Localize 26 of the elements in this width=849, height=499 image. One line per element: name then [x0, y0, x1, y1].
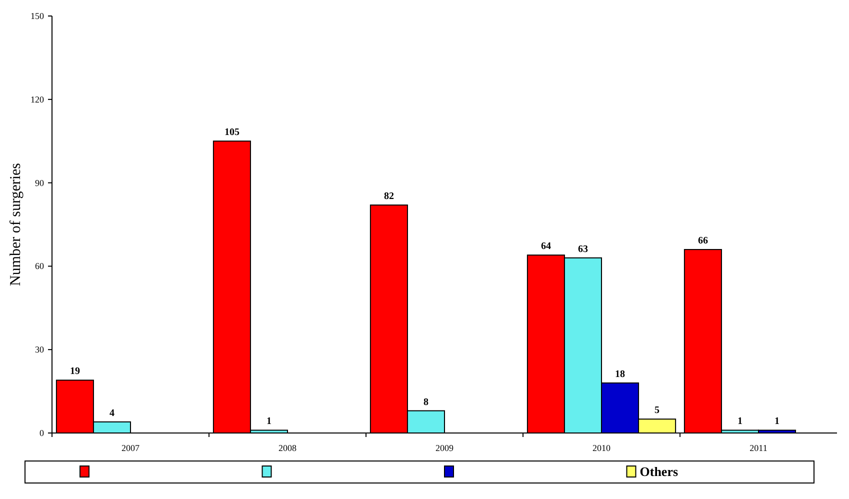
x-tick-label: 2010 [592, 443, 611, 453]
data-label: 8 [423, 396, 428, 408]
data-label: 105 [224, 127, 240, 138]
data-label: 5 [654, 405, 660, 416]
data-label: 64 [540, 241, 551, 252]
y-axis-title: Number of surgeries [8, 162, 24, 286]
data-label: 1 [737, 416, 742, 428]
x-tick-label: 2008 [278, 443, 297, 453]
data-label: 66 [698, 236, 708, 247]
data-label: 63 [578, 244, 588, 255]
y-tick-label: 60 [35, 261, 44, 272]
data-label: 1 [774, 416, 780, 428]
x-tick-label: 2011 [750, 443, 768, 453]
x-tick-label: 2009 [436, 443, 454, 453]
data-label: 1 [266, 416, 272, 428]
y-tick-label: 150 [30, 11, 44, 21]
y-tick-label: 120 [30, 94, 44, 104]
y-tick-label: 30 [35, 344, 44, 355]
y-tick-label: 90 [35, 178, 44, 188]
data-label: 4 [109, 408, 114, 419]
y-tick-label: 0 [40, 428, 44, 438]
data-label: 82 [384, 191, 394, 202]
data-label: 19 [70, 366, 80, 378]
legend-label: Others [640, 464, 678, 479]
data-label: 18 [615, 368, 626, 380]
x-tick-label: 2007 [122, 443, 140, 453]
